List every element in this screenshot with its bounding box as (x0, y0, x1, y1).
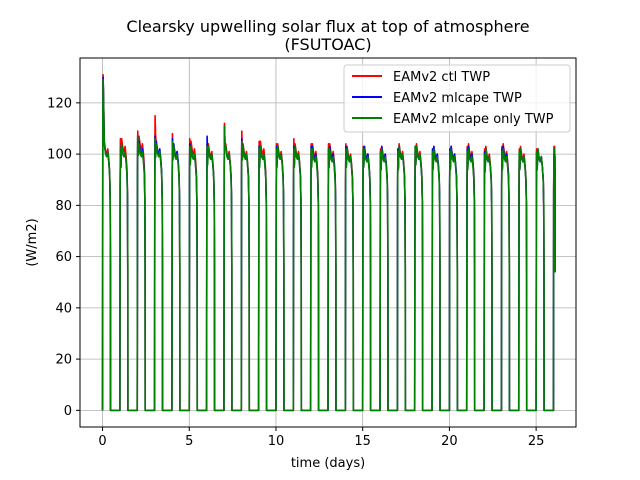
legend-label-mlcape: EAMv2 mlcape TWP (393, 91, 522, 106)
y-axis-label: (W/m2) (25, 218, 40, 266)
x-tick-label: 0 (98, 434, 106, 449)
legend: EAMv2 ctl TWP EAMv2 mlcape TWP EAMv2 mlc… (343, 64, 571, 133)
y-tick-label: 80 (55, 199, 72, 214)
y-tick-label: 20 (55, 353, 72, 368)
chart-title: Clearsky upwelling solar flux at top of … (126, 17, 529, 36)
legend-label-mlcape-only: EAMv2 mlcape only TWP (393, 112, 554, 127)
y-tick-label: 40 (55, 301, 72, 316)
y-tick-label: 120 (47, 96, 72, 111)
y-tick-label: 0 (64, 404, 72, 419)
x-tick-label: 15 (354, 434, 371, 449)
chart-subtitle: (FSUTOAC) (284, 35, 371, 54)
y-axis-ticks: 0 20 40 60 80 100 120 (47, 96, 80, 419)
x-tick-label: 5 (185, 434, 193, 449)
y-tick-label: 60 (55, 250, 72, 265)
x-tick-label: 25 (528, 434, 545, 449)
series-lines (101, 73, 556, 412)
x-tick-label: 10 (268, 434, 285, 449)
y-tick-label: 100 (47, 148, 72, 163)
legend-box (343, 64, 571, 133)
x-tick-label: 20 (441, 434, 458, 449)
series-line-3 (101, 78, 556, 412)
plot-area (79, 57, 577, 428)
x-axis-ticks: 0 5 10 15 20 25 (98, 427, 544, 449)
legend-label-ctl: EAMv2 ctl TWP (393, 70, 490, 85)
x-axis-label: time (days) (291, 456, 365, 471)
